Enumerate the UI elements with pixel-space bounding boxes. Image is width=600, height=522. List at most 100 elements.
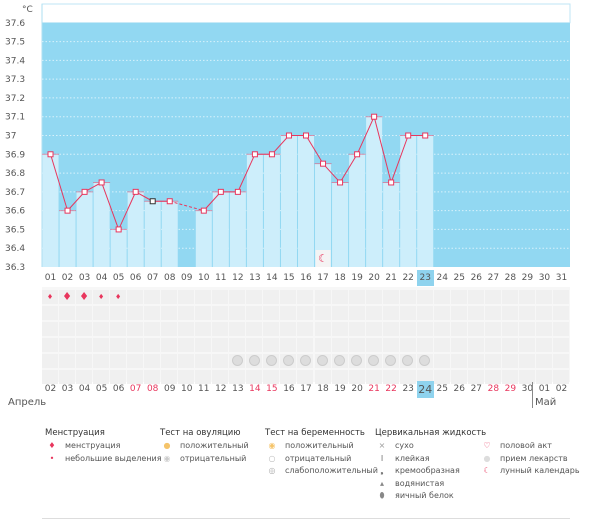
calendar-cell[interactable]	[127, 338, 144, 352]
pill-icon[interactable]	[416, 354, 433, 368]
calendar-date[interactable]: 21	[368, 384, 380, 394]
pill-icon[interactable]	[382, 354, 399, 368]
calendar-cell[interactable]	[93, 354, 110, 368]
calendar-cell[interactable]	[280, 370, 297, 384]
x-tick-label[interactable]: 10	[198, 273, 210, 283]
x-tick-label[interactable]: 28	[504, 273, 517, 283]
calendar-cell[interactable]	[76, 354, 93, 368]
calendar-cell[interactable]	[263, 290, 280, 304]
calendar-cell[interactable]	[246, 322, 263, 336]
calendar-cell[interactable]	[467, 338, 484, 352]
calendar-cell[interactable]	[297, 370, 314, 384]
calendar-date[interactable]: 11	[198, 384, 210, 394]
calendar-cell[interactable]	[450, 370, 467, 384]
x-tick-label[interactable]: 22	[402, 273, 414, 283]
calendar-cell[interactable]	[501, 290, 518, 304]
calendar-date[interactable]: 12	[215, 384, 227, 394]
calendar-date[interactable]: 28	[487, 384, 500, 394]
calendar-cell[interactable]	[501, 322, 518, 336]
calendar-cell[interactable]	[212, 354, 229, 368]
calendar-cell[interactable]	[365, 322, 382, 336]
calendar-cell[interactable]	[280, 338, 297, 352]
calendar-cell[interactable]	[365, 370, 382, 384]
calendar-cell[interactable]	[433, 306, 450, 320]
calendar-cell[interactable]	[331, 370, 348, 384]
calendar-cell[interactable]	[331, 306, 348, 320]
calendar-cell[interactable]	[229, 322, 246, 336]
calendar-cell[interactable]	[331, 322, 348, 336]
calendar-cell[interactable]	[178, 338, 195, 352]
calendar-cell[interactable]	[110, 306, 127, 320]
calendar-cell[interactable]	[212, 338, 229, 352]
calendar-cell[interactable]	[433, 370, 450, 384]
calendar-cell[interactable]	[212, 370, 229, 384]
calendar-cell[interactable]	[161, 306, 178, 320]
calendar-cell[interactable]	[484, 354, 501, 368]
calendar-cell[interactable]	[195, 354, 212, 368]
calendar-cell[interactable]	[501, 354, 518, 368]
calendar-cell[interactable]	[161, 338, 178, 352]
calendar-cell[interactable]	[535, 290, 552, 304]
calendar-cell[interactable]	[110, 338, 127, 352]
calendar-cell[interactable]	[59, 370, 76, 384]
calendar-date[interactable]: 09	[163, 384, 176, 394]
calendar-cell[interactable]	[416, 290, 433, 304]
calendar-cell[interactable]	[195, 290, 212, 304]
x-tick-label[interactable]: 03	[78, 273, 91, 283]
calendar-cell[interactable]	[263, 370, 280, 384]
calendar-cell[interactable]	[144, 322, 161, 336]
calendar-cell[interactable]	[518, 322, 535, 336]
calendar-cell[interactable]	[314, 306, 331, 320]
menstruation-drop-icon[interactable]: ♦	[42, 290, 58, 304]
calendar-cell[interactable]	[229, 338, 246, 352]
calendar-cell[interactable]	[110, 354, 127, 368]
calendar-cell[interactable]	[93, 370, 110, 384]
calendar-cell[interactable]	[365, 306, 382, 320]
calendar-cell[interactable]	[42, 306, 58, 320]
pill-icon[interactable]	[229, 354, 246, 368]
calendar-cell[interactable]	[382, 306, 399, 320]
calendar-cell[interactable]	[331, 290, 348, 304]
calendar-cell[interactable]	[280, 306, 297, 320]
calendar-cell[interactable]	[144, 306, 161, 320]
calendar-cell[interactable]	[450, 338, 467, 352]
calendar-date[interactable]: 10	[181, 384, 193, 394]
calendar-cell[interactable]	[484, 306, 501, 320]
calendar-cell[interactable]	[59, 306, 76, 320]
calendar-cell[interactable]	[263, 322, 280, 336]
calendar-date[interactable]: 14	[249, 384, 261, 394]
calendar-cell[interactable]	[144, 370, 161, 384]
x-tick-label[interactable]: 20	[368, 273, 380, 283]
calendar-cell[interactable]	[535, 306, 552, 320]
calendar-cell[interactable]	[365, 338, 382, 352]
pill-icon[interactable]	[314, 354, 331, 368]
calendar-cell[interactable]	[484, 322, 501, 336]
calendar-cell[interactable]	[127, 306, 144, 320]
calendar-cell[interactable]	[93, 306, 110, 320]
calendar-cell[interactable]	[467, 306, 484, 320]
calendar-cell[interactable]	[484, 338, 501, 352]
calendar-date[interactable]: 24	[416, 381, 434, 398]
calendar-cell[interactable]	[450, 354, 467, 368]
calendar-cell[interactable]	[212, 306, 229, 320]
calendar-date[interactable]: 16	[283, 384, 295, 394]
x-tick-label[interactable]: 12	[232, 273, 244, 283]
x-tick-label[interactable]: 02	[61, 273, 74, 283]
calendar-cell[interactable]	[484, 370, 501, 384]
calendar-cell[interactable]	[535, 338, 552, 352]
calendar-cell[interactable]	[348, 322, 365, 336]
calendar-date[interactable]: 02	[44, 384, 57, 394]
x-tick-label[interactable]: 26	[470, 273, 483, 283]
calendar-cell[interactable]	[110, 370, 127, 384]
calendar-cell[interactable]	[535, 370, 552, 384]
calendar-cell[interactable]	[365, 290, 382, 304]
x-tick-label[interactable]: 29	[521, 273, 534, 283]
x-tick-label[interactable]: 27	[487, 273, 500, 283]
calendar-cell[interactable]	[331, 338, 348, 352]
x-tick-label[interactable]: 18	[334, 273, 346, 283]
calendar-cell[interactable]	[42, 354, 58, 368]
calendar-cell[interactable]	[416, 338, 433, 352]
calendar-cell[interactable]	[552, 370, 569, 384]
calendar-date[interactable]: 15	[266, 384, 278, 394]
calendar-cell[interactable]	[212, 322, 229, 336]
